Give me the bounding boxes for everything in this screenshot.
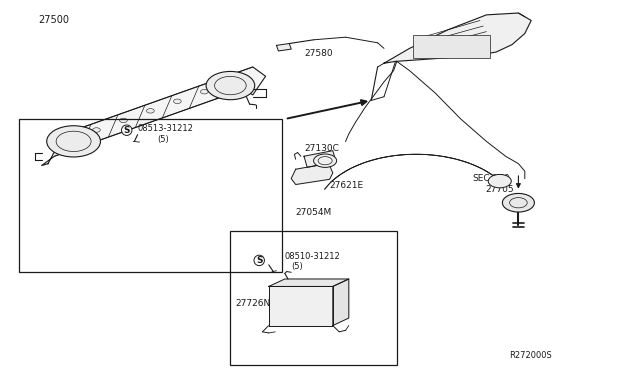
Text: 27054M: 27054M [296, 208, 332, 217]
Text: 27130C: 27130C [304, 144, 339, 153]
Circle shape [200, 90, 208, 94]
Polygon shape [333, 279, 349, 326]
Polygon shape [291, 164, 333, 185]
Polygon shape [384, 13, 531, 63]
Text: 27580: 27580 [304, 49, 333, 58]
Polygon shape [304, 151, 336, 167]
Polygon shape [42, 67, 266, 166]
Bar [413, 35, 490, 58]
Text: R272000S: R272000S [509, 351, 552, 360]
Polygon shape [324, 154, 503, 189]
Circle shape [173, 99, 181, 103]
Text: S: S [124, 126, 130, 135]
Circle shape [93, 128, 100, 132]
Text: 08513-31212: 08513-31212 [138, 124, 193, 133]
Circle shape [488, 174, 511, 188]
Circle shape [47, 126, 100, 157]
Polygon shape [269, 286, 333, 326]
Text: SEC.270: SEC.270 [472, 174, 510, 183]
Circle shape [147, 109, 154, 113]
Text: (5): (5) [291, 262, 303, 271]
Circle shape [206, 71, 255, 100]
Polygon shape [276, 44, 291, 51]
Polygon shape [269, 279, 349, 286]
Text: S: S [256, 256, 262, 265]
Circle shape [227, 80, 235, 84]
Text: 27500: 27500 [38, 16, 69, 25]
Bar [19, 119, 282, 272]
Bar [230, 231, 397, 365]
Text: 08510-31212: 08510-31212 [285, 252, 340, 261]
Text: 27705: 27705 [485, 185, 514, 194]
Text: 27726N: 27726N [236, 299, 271, 308]
Circle shape [120, 118, 127, 123]
Text: 27621E: 27621E [330, 182, 364, 190]
Circle shape [502, 193, 534, 212]
Text: (5): (5) [157, 135, 168, 144]
Circle shape [314, 154, 337, 167]
